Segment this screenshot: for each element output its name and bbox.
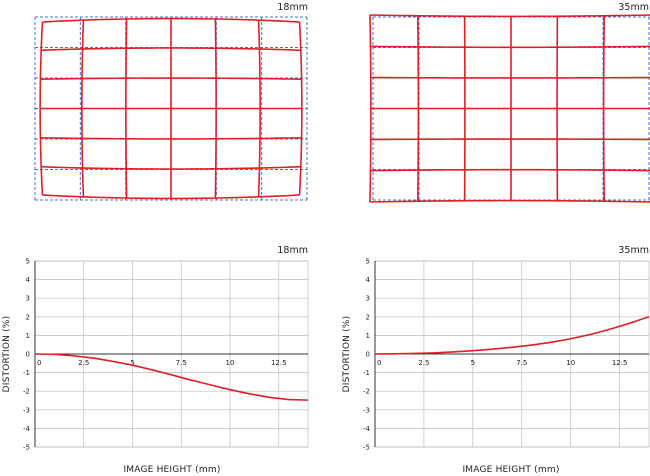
x-tick-label: 7.5 (516, 359, 527, 367)
y-tick-label: -5 (23, 444, 30, 452)
distortion-chart-18mm: 18mm DISTORTION (%) IMAGE HEIGHT (mm) 5 4… (2, 245, 309, 475)
y-tick-label: 0 (26, 351, 30, 359)
distorted-grid-hline (369, 199, 650, 203)
y-tick-label: 1 (26, 332, 30, 340)
distorted-grid-hline (41, 165, 301, 170)
x-tick-label: 0 (377, 359, 381, 367)
y-tick-label: 1 (366, 332, 370, 340)
x-tick-label: 10 (566, 359, 575, 367)
y-axis-label-35mm: DISTORTION (%) (342, 316, 352, 393)
y-tick-label: -1 (23, 369, 30, 377)
x-tick-label: 5 (471, 359, 475, 367)
y-tick-label: -4 (23, 425, 31, 433)
x-tick-label: 2.5 (418, 359, 429, 367)
grid-focal-label-35mm: 35mm (618, 2, 649, 13)
distorted-grid-hline (370, 45, 650, 49)
x-tick-label: 2.5 (78, 359, 89, 367)
chart-title-35mm: 35mm (618, 245, 649, 256)
y-tick-label: 3 (26, 295, 30, 303)
distortion-curve (34, 353, 309, 401)
y-tick-label: 4 (26, 276, 31, 284)
distorted-grid-hline (42, 194, 300, 200)
distorted-grid-hline (41, 47, 301, 52)
distortion-curve (374, 316, 650, 355)
y-tick-label: 5 (366, 258, 370, 266)
distorted-grid-hline (40, 77, 302, 81)
x-tick-label: 12.5 (612, 359, 628, 367)
y-tick-label: -5 (363, 444, 370, 452)
y-tick-label: -2 (23, 388, 30, 396)
distorted-grid (39, 17, 303, 200)
y-tick-label: -4 (363, 425, 371, 433)
y-tick-label: -3 (23, 406, 30, 414)
y-tick-label: -3 (363, 406, 370, 414)
y-tick-label: 2 (366, 313, 370, 321)
distortion-grid-35mm: 35mm (369, 2, 650, 203)
x-tick-label: 12.5 (271, 359, 287, 367)
y-tick-label: -1 (363, 369, 370, 377)
distortion-chart-35mm: 35mm DISTORTION (%) IMAGE HEIGHT (mm) 5 4… (342, 245, 650, 475)
distortion-grid-18mm: 18mm (34, 2, 308, 201)
distorted-grid-vline (369, 14, 372, 203)
grid-focal-label-18mm: 18mm (277, 2, 308, 13)
distorted-grid-hline (40, 136, 302, 140)
y-tick-label: -2 (363, 388, 370, 396)
x-axis-label-18mm: IMAGE HEIGHT (mm) (123, 465, 220, 475)
distorted-grid-hline (370, 168, 650, 172)
y-tick-label: 4 (366, 276, 371, 284)
x-tick-label: 10 (226, 359, 235, 367)
distorted-grid-hline (369, 14, 650, 18)
distorted-grid-hline (42, 17, 300, 23)
x-axis-label-35mm: IMAGE HEIGHT (mm) (462, 465, 559, 475)
y-tick-label: 0 (366, 351, 370, 359)
distorted-grid (369, 14, 650, 203)
y-tick-label: 5 (26, 258, 30, 266)
x-tick-label: 0 (37, 359, 41, 367)
y-tick-label: 3 (366, 295, 370, 303)
x-tick-label: 7.5 (176, 359, 187, 367)
chart-title-18mm: 18mm (277, 245, 308, 256)
y-axis-label-18mm: DISTORTION (%) (2, 316, 12, 393)
y-tick-label: 2 (26, 313, 30, 321)
x-tick-label: 5 (130, 359, 134, 367)
